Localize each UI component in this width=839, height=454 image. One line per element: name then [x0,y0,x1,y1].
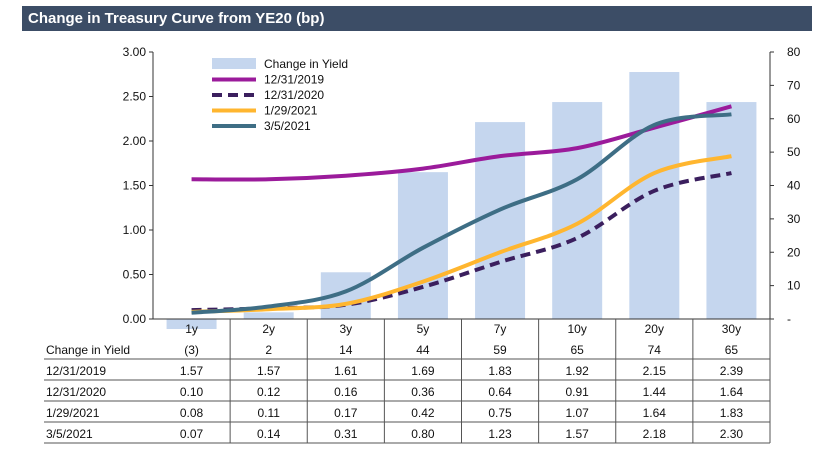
table-cell: 14 [339,343,353,357]
right-tick-label: 10 [787,279,801,293]
left-tick-label: 0.00 [123,312,147,326]
table-cell: 59 [493,343,507,357]
category-label-30y: 30y [722,322,741,336]
table-cell: 1.61 [334,364,358,378]
bar-10y [552,102,603,319]
legend-swatch-bar [212,58,256,69]
table-cell: 1.83 [720,406,744,420]
table-cell: 1.44 [643,385,667,399]
table-cell: 65 [725,343,739,357]
table-row-label: Change in Yield [46,343,130,357]
legend-label-bar: Change in Yield [264,57,348,71]
table-cell: 1.92 [566,364,590,378]
table-cell: 1.57 [180,364,204,378]
table-cell: 1.57 [566,427,590,441]
bar-1y [166,319,217,330]
table-cell: 0.80 [411,427,435,441]
table-cell: 0.08 [180,406,204,420]
table-cell: 1.64 [643,406,667,420]
category-label-1y: 1y [185,322,198,336]
category-label-3y: 3y [339,322,352,336]
category-label-10y: 10y [568,322,587,336]
bar-20y [629,72,680,320]
table-cell: 44 [416,343,430,357]
table-cell: 1.69 [411,364,435,378]
bar-2y [243,312,294,319]
lines-layer [191,104,732,315]
category-label-2y: 2y [262,322,275,336]
table-cell: 0.16 [334,385,358,399]
left-tick-label: 3.00 [123,45,147,59]
table-row-label: 3/5/2021 [46,427,93,441]
category-label-5y: 5y [417,322,430,336]
table-row-label: 12/31/2020 [46,385,106,399]
line-3-5-2021 [191,112,732,315]
table-cell: 0.12 [257,385,281,399]
table-cell: 0.91 [566,385,590,399]
table-cell: 2.30 [720,427,744,441]
table-cell: 1.64 [720,385,744,399]
right-tick-label: 60 [787,112,801,126]
left-tick-label: 1.50 [123,179,147,193]
bar-30y [706,102,757,319]
table-row-label: 1/29/2021 [46,406,100,420]
category-label-20y: 20y [645,322,664,336]
legend-label-line: 12/31/2020 [264,88,324,102]
right-tick-label: 30 [787,212,801,226]
left-tick-label: 2.50 [123,90,147,104]
legend-label-line: 3/5/2021 [264,119,311,133]
bar-7y [475,122,526,320]
left-tick-label: 0.50 [123,268,147,282]
chart-title: Change in Treasury Curve from YE20 (bp) [22,6,812,31]
right-tick-label: 50 [787,145,801,159]
table-cell: 0.14 [257,427,281,441]
left-tick-label: 2.00 [123,134,147,148]
table-cell: 0.64 [488,385,512,399]
table-cell: 1.23 [488,427,512,441]
table-cell: 1.57 [257,364,281,378]
table-cell: 2 [265,343,272,357]
table-cell: 2.39 [720,364,744,378]
axes-layer: 0.00 0.50 1.00 1.50 2.00 2.50 3.00 - 10 20 30 40 50 6… [123,45,801,326]
table-cell: 1.07 [566,406,590,420]
table-cell: 1.83 [488,364,512,378]
table-cell: 2.15 [643,364,667,378]
table-cell: 0.07 [180,427,204,441]
right-tick-label: 80 [787,45,801,59]
table-cell: 0.75 [488,406,512,420]
right-tick-label: 70 [787,78,801,92]
table-cell: 2.18 [643,427,667,441]
table-cell: 0.42 [411,406,435,420]
line-1-29-2021 [191,154,732,314]
legend-label-line: 12/31/2019 [264,73,324,87]
table-cell: 0.17 [334,406,358,420]
table-cell: (3) [184,343,199,357]
right-tick-label: - [787,312,791,326]
table-cell: 0.31 [334,427,358,441]
data-table: 1y 2y 3y 5y 7y 10y 20y 30y Change in Yield (3) 2 14… [44,319,771,444]
category-label-7y: 7y [494,322,507,336]
table-cell: 0.10 [180,385,204,399]
table-row-label: 12/31/2019 [46,364,106,378]
left-tick-label: 1.00 [123,223,147,237]
table-cell: 74 [648,343,662,357]
right-tick-label: 20 [787,245,801,259]
legend-label-line: 1/29/2021 [264,104,318,118]
table-cell: 0.36 [411,385,435,399]
table-cell: 65 [571,343,585,357]
table-cell: 0.11 [257,406,280,420]
right-tick-label: 40 [787,179,801,193]
